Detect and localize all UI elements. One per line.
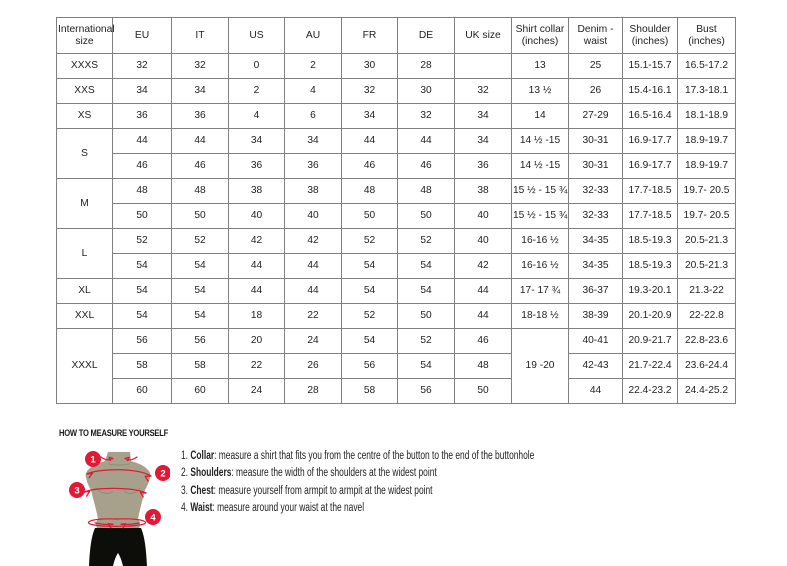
svg-text:4: 4 [150,513,156,524]
svg-text:3: 3 [74,486,79,497]
svg-text:2: 2 [160,469,165,480]
svg-text:1: 1 [90,455,96,466]
